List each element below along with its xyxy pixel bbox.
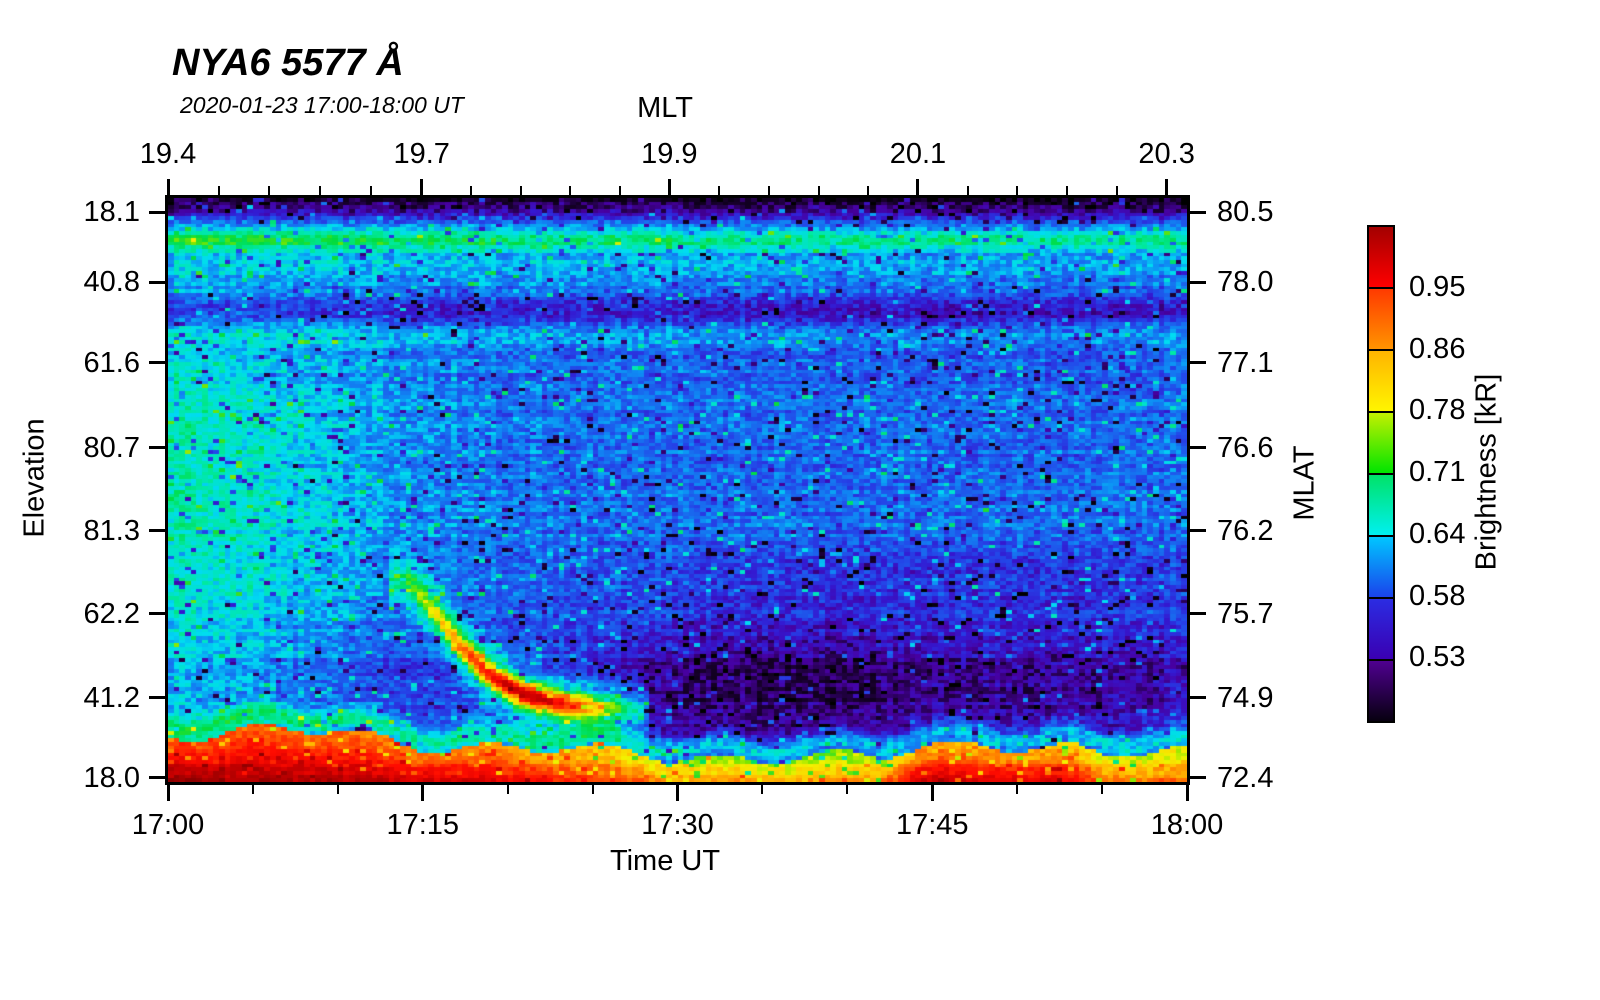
left-axis-major-tick bbox=[149, 446, 165, 450]
right-axis-tick-label: 75.7 bbox=[1217, 597, 1274, 630]
top-axis-tick-label: 19.9 bbox=[641, 138, 698, 170]
left-axis-major-tick bbox=[149, 612, 165, 616]
left-axis-tick-label: 61.6 bbox=[83, 346, 140, 379]
top-axis-minor-tick bbox=[718, 186, 721, 195]
bottom-axis-tick-label: 18:00 bbox=[1150, 809, 1224, 841]
bottom-axis-major-tick bbox=[676, 785, 679, 801]
bottom-axis-minor-tick bbox=[591, 785, 594, 794]
colorbar-segment bbox=[1369, 597, 1393, 659]
right-axis-major-tick bbox=[1190, 446, 1206, 450]
plot-title: NYA6 5577 Å bbox=[172, 42, 404, 84]
colorbar-segment bbox=[1369, 535, 1393, 597]
bottom-axis-major-tick bbox=[166, 785, 170, 801]
top-axis-minor-tick bbox=[217, 186, 220, 195]
top-axis-minor-tick bbox=[369, 186, 372, 195]
colorbar-segment bbox=[1369, 349, 1393, 411]
colorbar-segment bbox=[1369, 411, 1393, 473]
right-axis-tick-label: 78.0 bbox=[1217, 266, 1274, 299]
top-axis-major-tick bbox=[166, 179, 170, 195]
top-axis-minor-tick bbox=[470, 186, 473, 195]
right-axis-major-tick bbox=[1190, 210, 1206, 214]
bottom-axis-major-tick bbox=[421, 785, 425, 801]
colorbar-segment bbox=[1369, 287, 1393, 349]
bottom-axis-minor-tick bbox=[1016, 785, 1019, 794]
top-axis-minor-tick bbox=[1016, 186, 1019, 195]
bottom-axis-minor-tick bbox=[506, 785, 509, 794]
bottom-axis-tick-label: 17:30 bbox=[641, 809, 714, 841]
right-axis-major-tick bbox=[1190, 612, 1206, 616]
bottom-axis-major-tick bbox=[930, 785, 934, 801]
left-axis-tick-label: 40.8 bbox=[83, 266, 140, 299]
heatmap-canvas bbox=[168, 198, 1187, 782]
top-axis-minor-tick bbox=[1066, 186, 1069, 195]
colorbar-tick-label: 0.86 bbox=[1409, 332, 1466, 365]
bottom-axis-tick-label: 17:45 bbox=[895, 809, 969, 841]
bottom-axis-minor-tick bbox=[761, 785, 764, 794]
colorbar-segment bbox=[1369, 473, 1393, 535]
right-axis-tick-label: 76.2 bbox=[1217, 514, 1274, 547]
bottom-axis-minor-tick bbox=[251, 785, 254, 794]
bottom-axis-minor-tick bbox=[1101, 785, 1104, 794]
bottom-axis-title: Time UT bbox=[609, 845, 721, 877]
colorbar-tick-label: 0.58 bbox=[1409, 579, 1466, 612]
left-axis-tick-label: 18.0 bbox=[83, 761, 140, 794]
right-axis-major-tick bbox=[1190, 361, 1206, 365]
left-axis-major-tick bbox=[149, 210, 165, 214]
bottom-axis-major-tick bbox=[1185, 785, 1189, 801]
top-axis-major-tick bbox=[667, 179, 671, 195]
plot-frame bbox=[165, 195, 1190, 785]
left-axis-major-tick bbox=[149, 529, 165, 533]
colorbar-segment bbox=[1369, 659, 1393, 721]
left-axis-tick-label: 80.7 bbox=[83, 431, 140, 464]
top-axis-tick-label: 19.7 bbox=[393, 138, 450, 170]
left-axis-tick-label: 81.3 bbox=[83, 514, 140, 547]
colorbar-tick-label: 0.64 bbox=[1409, 517, 1466, 550]
top-axis-minor-tick bbox=[268, 186, 271, 195]
top-axis-tick-label: 20.3 bbox=[1138, 138, 1195, 170]
top-axis-title: MLT bbox=[637, 92, 693, 124]
top-axis-minor-tick bbox=[569, 186, 572, 195]
bottom-axis-minor-tick bbox=[846, 785, 849, 794]
top-axis-minor-tick bbox=[966, 186, 969, 195]
right-axis-tick-label: 74.9 bbox=[1217, 681, 1274, 714]
bottom-axis-minor-tick bbox=[336, 785, 339, 794]
top-axis-tick-label: 20.1 bbox=[889, 138, 947, 170]
colorbar bbox=[1367, 225, 1395, 723]
bottom-axis-tick-label: 17:15 bbox=[386, 809, 460, 841]
colorbar-segment bbox=[1369, 227, 1393, 287]
colorbar-tick-label: 0.71 bbox=[1409, 456, 1466, 488]
top-axis-minor-tick bbox=[817, 186, 820, 195]
top-axis-major-tick bbox=[1165, 179, 1169, 195]
top-axis-minor-tick bbox=[319, 186, 322, 195]
top-axis-tick-label: 19.4 bbox=[139, 138, 197, 170]
right-axis-major-tick bbox=[1190, 696, 1206, 700]
top-axis-minor-tick bbox=[867, 186, 870, 195]
right-axis-tick-label: 72.4 bbox=[1217, 761, 1274, 794]
bottom-axis-tick-label: 17:00 bbox=[131, 809, 205, 841]
plot-subtitle: 2020-01-23 17:00-18:00 UT bbox=[180, 92, 464, 118]
left-axis-tick-label: 18.1 bbox=[83, 196, 140, 229]
top-axis-major-tick bbox=[916, 179, 920, 195]
colorbar-tick-label: 0.95 bbox=[1409, 270, 1466, 303]
left-axis-major-tick bbox=[149, 361, 165, 365]
right-axis-major-tick bbox=[1190, 280, 1206, 284]
left-axis-major-tick bbox=[149, 696, 165, 700]
right-axis-tick-label: 80.5 bbox=[1217, 196, 1274, 229]
top-axis-minor-tick bbox=[618, 186, 621, 195]
right-axis-major-tick bbox=[1190, 529, 1206, 533]
right-axis-major-tick bbox=[1190, 776, 1206, 780]
colorbar-tick-label: 0.78 bbox=[1409, 394, 1466, 427]
top-axis-major-tick bbox=[420, 179, 424, 195]
left-axis-tick-label: 62.2 bbox=[83, 597, 140, 630]
top-axis-minor-tick bbox=[767, 186, 770, 195]
colorbar-tick-label: 0.53 bbox=[1409, 641, 1466, 674]
right-axis-tick-label: 76.6 bbox=[1217, 431, 1274, 464]
left-axis-major-tick bbox=[149, 280, 165, 284]
right-axis-tick-label: 77.1 bbox=[1217, 346, 1274, 379]
top-axis-minor-tick bbox=[1115, 186, 1118, 195]
left-axis-tick-label: 41.2 bbox=[83, 681, 140, 714]
top-axis-minor-tick bbox=[519, 186, 522, 195]
left-axis-major-tick bbox=[149, 776, 165, 780]
